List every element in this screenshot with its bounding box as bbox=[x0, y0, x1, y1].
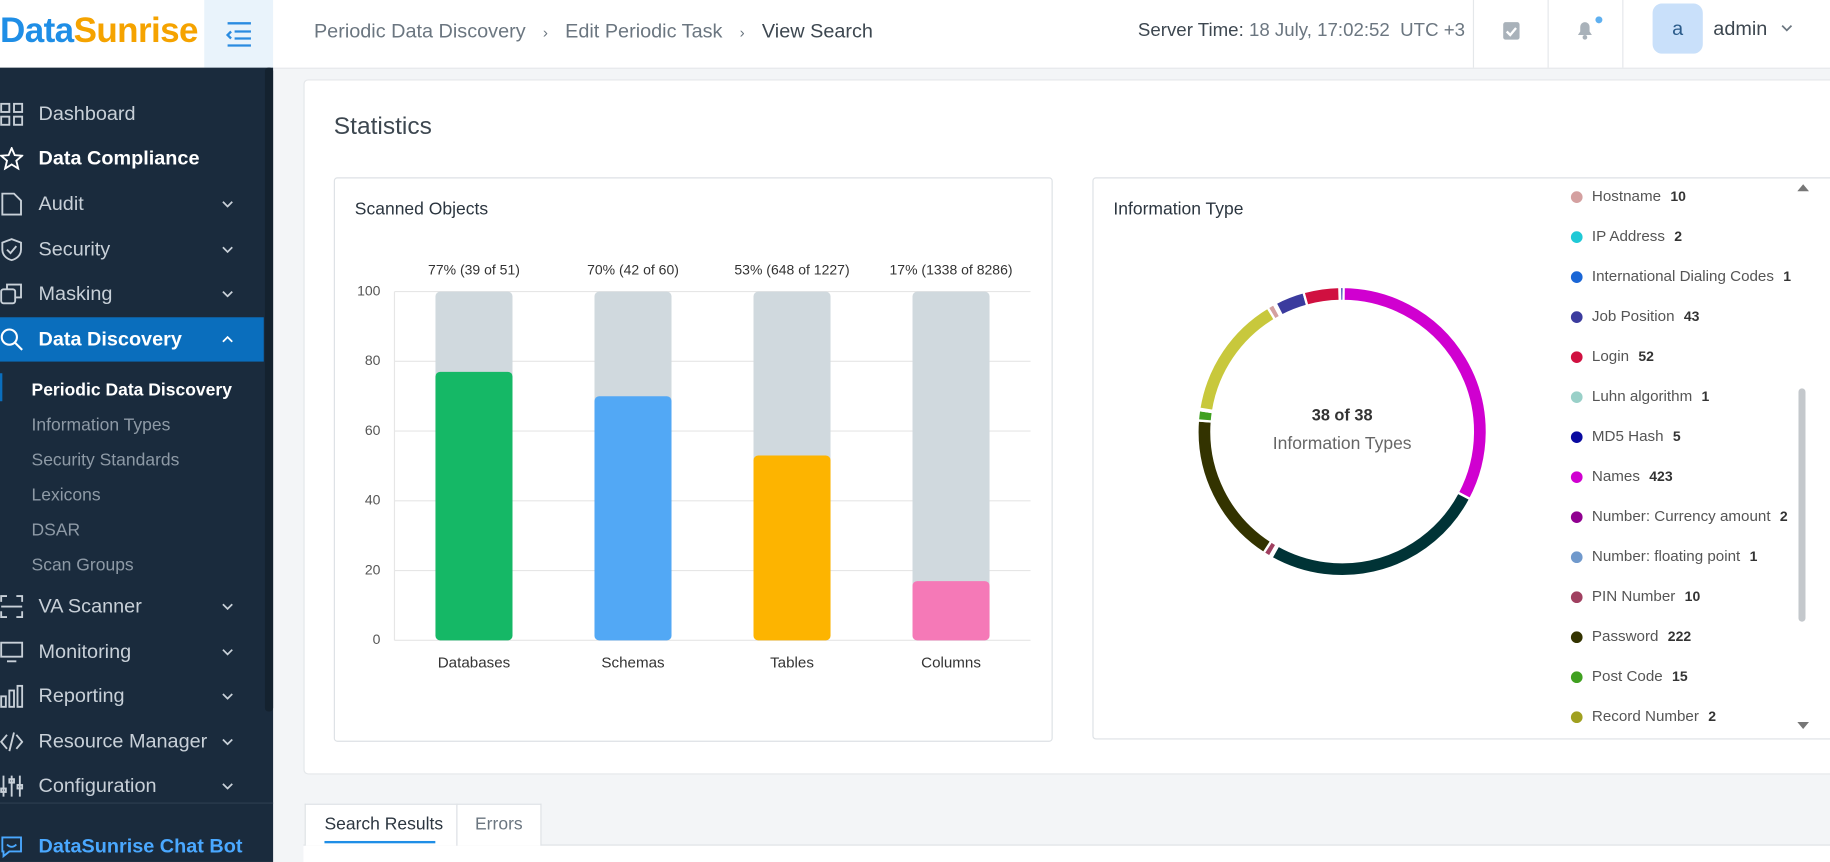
breadcrumb-sep: › bbox=[542, 23, 548, 41]
sidebar: Dashboard Data Compliance Audit Security… bbox=[0, 67, 274, 862]
menu-item[interactable]: Reporting bbox=[38, 684, 125, 707]
resource-icon bbox=[0, 732, 24, 752]
submenu-item[interactable]: Scan Groups bbox=[31, 555, 134, 576]
server-time-value: 18 July, 17:02:52 UTC +3 bbox=[1248, 20, 1466, 41]
menu-item[interactable]: Monitoring bbox=[38, 640, 132, 663]
chevron-down bbox=[222, 783, 233, 790]
chevron-down bbox=[222, 290, 233, 298]
va-icon bbox=[0, 595, 24, 618]
tab[interactable] bbox=[456, 803, 542, 846]
chevron-down bbox=[222, 603, 233, 611]
menu-toggle-icon bbox=[225, 22, 251, 47]
logo: DataSunrise bbox=[0, 12, 198, 52]
server-time-label: Server Time: bbox=[1137, 20, 1244, 41]
submenu-item[interactable]: Security Standards bbox=[31, 450, 180, 471]
tasks-icon[interactable] bbox=[1500, 19, 1523, 42]
menu-item[interactable]: Dashboard bbox=[38, 102, 136, 125]
menu-item[interactable]: Configuration bbox=[38, 774, 157, 797]
menu-item[interactable]: Audit bbox=[38, 192, 84, 215]
user-dropdown-icon[interactable] bbox=[1781, 24, 1793, 32]
scroll-up[interactable] bbox=[1797, 183, 1809, 192]
menu-item[interactable]: Data Compliance bbox=[38, 146, 200, 170]
divider bbox=[1472, 0, 1475, 68]
tab-label: Errors bbox=[475, 814, 523, 834]
menu-item[interactable]: VA Scanner bbox=[38, 594, 142, 618]
notifications-icon[interactable] bbox=[1573, 16, 1603, 42]
logo-sunrise: Sunrise bbox=[73, 11, 199, 51]
chat-bot[interactable]: DataSunrise Chat Bot bbox=[38, 835, 243, 858]
security-icon bbox=[1, 238, 22, 262]
breadcrumb-current: View Search bbox=[761, 19, 873, 42]
tab-active[interactable] bbox=[304, 803, 458, 846]
monitoring-icon bbox=[0, 641, 24, 663]
chevron-down bbox=[222, 201, 233, 208]
reporting-icon bbox=[0, 684, 24, 708]
divider bbox=[1622, 0, 1624, 68]
submenu-item[interactable]: DSAR bbox=[31, 520, 81, 541]
submenu-marker bbox=[0, 373, 3, 402]
bar-panel bbox=[333, 177, 1053, 742]
menu-item[interactable]: Data Discovery bbox=[38, 327, 182, 350]
breadcrumb[interactable]: Edit Periodic Task bbox=[565, 19, 723, 42]
active-menu-bg bbox=[0, 317, 264, 362]
scrollbar bbox=[264, 67, 274, 712]
tab-underline bbox=[324, 840, 436, 844]
breadcrumbs: Periodic Data Discovery › Edit Periodic … bbox=[314, 20, 873, 43]
legend-scrollbar bbox=[1798, 388, 1806, 622]
chevron-down bbox=[222, 738, 233, 746]
scroll-down[interactable] bbox=[1797, 721, 1809, 730]
breadcrumb-sep: › bbox=[739, 23, 745, 41]
page-title: Statistics bbox=[333, 113, 432, 140]
logo-data: Data bbox=[0, 11, 74, 51]
tabs-bar bbox=[303, 844, 1830, 862]
submenu-item[interactable]: Periodic Data Discovery bbox=[31, 380, 232, 401]
menu-item[interactable]: Security bbox=[38, 237, 111, 261]
submenu-item[interactable]: Lexicons bbox=[31, 485, 101, 506]
breadcrumb[interactable]: Periodic Data Discovery bbox=[313, 19, 526, 42]
header bbox=[0, 0, 1830, 69]
compliance-icon bbox=[0, 146, 24, 171]
server-time: Server Time: 18 July, 17:02:52 UTC +3 bbox=[1138, 21, 1465, 42]
pie-panel bbox=[1092, 177, 1830, 740]
username[interactable]: admin bbox=[1713, 17, 1768, 40]
avatar[interactable]: a bbox=[1652, 3, 1703, 54]
audit-icon bbox=[1, 192, 22, 216]
chevron-down bbox=[222, 649, 233, 656]
chevron-down bbox=[222, 693, 233, 700]
sidebar-separator bbox=[0, 802, 274, 804]
dashboard-icon bbox=[0, 102, 24, 126]
chat-bot-icon bbox=[1, 836, 22, 859]
masking-icon bbox=[0, 283, 22, 305]
submenu-item[interactable]: Information Types bbox=[31, 415, 171, 436]
tab-label: Search Results bbox=[324, 814, 444, 834]
configuration-icon bbox=[0, 775, 24, 797]
discovery-icon bbox=[0, 328, 23, 351]
chevron-up bbox=[222, 335, 233, 343]
divider bbox=[1547, 0, 1549, 68]
menu-item[interactable]: Resource Manager bbox=[38, 730, 208, 753]
menu-toggle[interactable] bbox=[204, 0, 274, 68]
menu-item[interactable]: Masking bbox=[38, 282, 113, 305]
chevron-down bbox=[222, 246, 233, 254]
